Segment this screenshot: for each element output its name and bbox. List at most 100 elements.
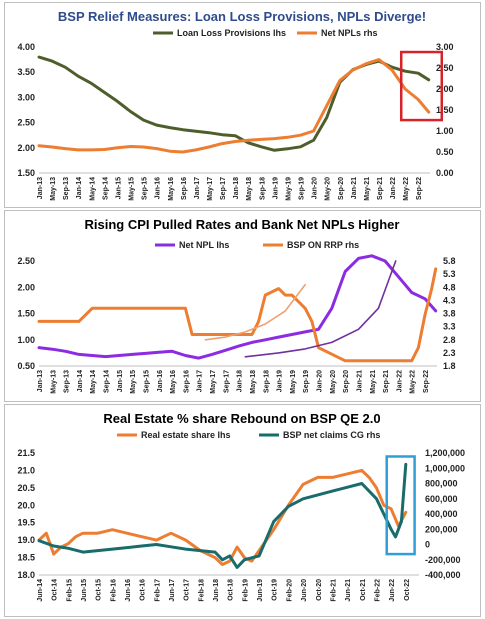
x-tick-label: Oct-14 — [52, 579, 59, 601]
x-tick-label: Sep-20 — [343, 370, 350, 393]
x-tick-label: Jan-13 — [37, 370, 44, 392]
y-right-tick-label: 1.50 — [436, 105, 454, 115]
x-tick-label: May-19 — [285, 177, 292, 201]
x-tick-label: May-20 — [325, 177, 332, 201]
x-tick-label: Jan-16 — [155, 177, 162, 199]
y-left-tick-label: 21.5 — [17, 448, 35, 458]
x-tick-label: Feb-16 — [110, 579, 117, 602]
series-line-loan-loss-provisions-lhs — [37, 55, 431, 152]
x-tick-label: Oct-20 — [316, 579, 323, 601]
y-right-tick-label: 3.00 — [436, 42, 454, 52]
series-line-net-npl-lhs — [37, 254, 438, 360]
x-tick-label: Feb-18 — [198, 579, 205, 602]
x-tick-label: Jun-19 — [257, 579, 264, 602]
y-right-tick-label: 800,000 — [425, 479, 458, 489]
y-left-tick-label: 3.50 — [17, 67, 35, 77]
x-tick-label: Feb-19 — [242, 579, 249, 602]
x-tick-label: Oct-17 — [184, 579, 191, 601]
legend-label: BSP ON RRP rhs — [287, 240, 359, 250]
y-right-tick-label: 2.8 — [443, 335, 456, 345]
x-tick-label: May-21 — [370, 370, 377, 394]
chart-title: BSP Relief Measures: Loan Loss Provision… — [58, 9, 426, 24]
x-tick-label: Jan-16 — [157, 370, 164, 392]
x-tick-label: Sep-18 — [259, 177, 266, 200]
x-tick-label: Jun-18 — [213, 579, 220, 602]
x-tick-label: Jun-20 — [301, 579, 308, 602]
x-tick-label: May-13 — [50, 370, 57, 394]
chart-cpi-rates-npl: Rising CPI Pulled Rates and Bank Net NPL… — [17, 217, 456, 394]
x-tick-label: Jun-17 — [169, 579, 176, 602]
y-right-tick-label: -400,000 — [425, 570, 461, 580]
x-tick-label: Jan-18 — [237, 370, 244, 392]
x-tick-label: Sep-20 — [338, 177, 345, 200]
chart-title: Rising CPI Pulled Rates and Bank Net NPL… — [85, 217, 400, 232]
x-tick-label: Jan-22 — [390, 177, 397, 199]
y-right-tick-label: 600,000 — [425, 494, 458, 504]
y-right-tick-label: 1,200,000 — [425, 448, 465, 458]
x-tick-label: Sep-21 — [383, 370, 390, 393]
x-tick-label: May-22 — [403, 177, 410, 201]
x-tick-label: Sep-15 — [143, 370, 150, 393]
x-tick-label: Sep-18 — [263, 370, 270, 393]
y-right-tick-label: 4.8 — [443, 282, 456, 292]
y-right-tick-label: 400,000 — [425, 509, 458, 519]
y-right-tick-label: 1.8 — [443, 361, 456, 371]
x-tick-label: Jun-14 — [37, 579, 44, 602]
x-tick-label: May-18 — [250, 370, 257, 394]
highlight-box — [385, 455, 416, 556]
y-left-tick-label: 2.00 — [17, 282, 35, 292]
x-tick-label: Sep-15 — [142, 177, 149, 200]
y-right-tick-label: 5.8 — [443, 256, 456, 266]
x-tick-label: May-13 — [50, 177, 57, 201]
series-line-real-estate-share-lhs — [37, 468, 408, 566]
y-left-tick-label: 1.50 — [17, 309, 35, 319]
y-right-tick-label: 5.3 — [443, 269, 456, 279]
x-tick-label: May-19 — [290, 370, 297, 394]
x-tick-label: Jan-19 — [277, 370, 284, 392]
y-left-tick-label: 18.5 — [17, 553, 35, 563]
trend-line — [244, 260, 397, 358]
x-tick-label: Jan-22 — [396, 370, 403, 392]
y-right-tick-label: 1.00 — [436, 126, 454, 136]
x-tick-label: Jan-17 — [194, 177, 201, 199]
x-tick-label: Sep-19 — [303, 370, 310, 393]
y-left-tick-label: 1.00 — [17, 335, 35, 345]
y-right-tick-label: 0.50 — [436, 147, 454, 157]
y-left-tick-label: 19.5 — [17, 518, 35, 528]
y-right-tick-label: 200,000 — [425, 524, 458, 534]
legend-label: Real estate share lhs — [141, 430, 231, 440]
legend-label: Net NPL lhs — [179, 240, 229, 250]
x-tick-label: Jan-13 — [37, 177, 44, 199]
x-tick-label: May-16 — [170, 370, 177, 394]
chart-loan-loss-npl: BSP Relief Measures: Loan Loss Provision… — [17, 9, 454, 201]
x-tick-label: Sep-17 — [223, 370, 230, 393]
x-tick-label: Jan-20 — [317, 370, 324, 392]
x-tick-label: Oct-16 — [140, 579, 147, 601]
x-tick-label: May-17 — [210, 370, 217, 394]
x-tick-label: Jan-20 — [312, 177, 319, 199]
x-tick-label: May-21 — [364, 177, 371, 201]
x-tick-label: Sep-14 — [102, 177, 109, 200]
chart-title: Real Estate % share Rebound on BSP QE 2.… — [103, 411, 380, 426]
x-tick-label: Sep-16 — [183, 370, 190, 393]
x-tick-label: May-17 — [207, 177, 214, 201]
x-tick-label: May-16 — [168, 177, 175, 201]
x-tick-label: May-15 — [130, 370, 137, 394]
y-left-tick-label: 2.50 — [17, 118, 35, 128]
legend-label: Loan Loss Provisions lhs — [177, 28, 286, 38]
x-tick-label: Sep-13 — [63, 177, 70, 200]
x-tick-label: Feb-21 — [330, 579, 337, 602]
x-tick-label: Jun-15 — [81, 579, 88, 602]
x-tick-label: Oct-22 — [404, 579, 411, 601]
y-right-tick-label: 0 — [425, 540, 430, 550]
chart-panel-real-estate: Real Estate % share Rebound on BSP QE 2.… — [4, 404, 481, 617]
x-tick-label: Sep-14 — [104, 370, 111, 393]
x-tick-label: Sep-22 — [423, 370, 430, 393]
y-left-tick-label: 2.00 — [17, 143, 35, 153]
y-left-tick-label: 21.0 — [17, 465, 35, 475]
y-left-tick-label: 0.50 — [17, 361, 35, 371]
x-tick-label: Oct-19 — [272, 579, 279, 601]
y-right-tick-label: 3.3 — [443, 322, 456, 332]
x-tick-label: Jan-21 — [351, 177, 358, 199]
x-tick-label: Oct-18 — [228, 579, 235, 601]
